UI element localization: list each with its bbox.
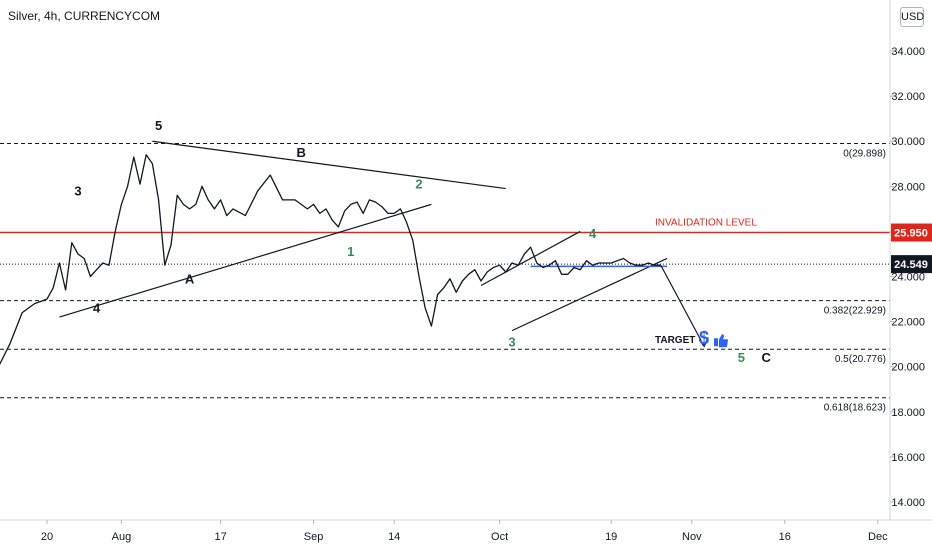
y-tick-label: 16.000 (891, 452, 925, 464)
wave-label-5: 5 (738, 350, 745, 365)
wave-label-4: 4 (93, 301, 101, 316)
y-tick-label: 14.000 (891, 497, 925, 509)
x-tick-label: Nov (682, 531, 702, 543)
wave-label-C: C (762, 350, 772, 365)
y-tick-label: 30.000 (891, 136, 925, 148)
x-tick-label: 20 (41, 531, 53, 543)
current-price-tag (891, 255, 932, 274)
wave-label-B: B (297, 145, 306, 160)
resistance-trendline (152, 140, 506, 190)
price-line-layer (0, 154, 661, 366)
annotation-layer: 0(29.898) 0.382(22.929) 0.5(20.776) 0.618(1… (74, 118, 886, 414)
invalidation-price-tag (891, 223, 932, 242)
wave-label-4: 4 (589, 226, 597, 241)
price-series-line (0, 154, 661, 366)
invalidation-label: INVALIDATION LEVEL (655, 218, 757, 229)
dollar-icon: $ (699, 328, 709, 348)
projection-arrow-head (698, 337, 709, 348)
support-trendline (59, 203, 432, 318)
wave-label-5: 5 (155, 118, 162, 133)
wave-label-A: A (185, 271, 195, 286)
y-tick-label: 34.000 (891, 46, 925, 58)
trendlines (59, 140, 709, 348)
y-tick-label: 28.000 (891, 181, 925, 193)
channel-upper-line (480, 230, 581, 287)
x-tick-label: 19 (605, 531, 617, 543)
fib-level-label: 0.5(20.776) (835, 354, 886, 365)
x-tick-label: Aug (112, 531, 132, 543)
fib-level-label: 0.618(18.623) (824, 403, 886, 414)
x-tick-label: 14 (388, 531, 400, 543)
y-tick-label: 22.000 (891, 317, 925, 329)
horizontal-levels (0, 143, 890, 399)
thumbs-up-icon (714, 334, 728, 348)
x-tick-label: Dec (868, 531, 888, 543)
x-tick-label: 16 (779, 531, 791, 543)
y-tick-label: 32.000 (891, 91, 925, 103)
current-price-label: 24.549 (894, 259, 928, 271)
invalidation-price-label: 25.950 (894, 228, 928, 240)
x-tick-label: Oct (491, 531, 508, 543)
wave-label-2: 2 (415, 177, 422, 192)
y-tick-label: 24.000 (891, 272, 925, 284)
wave-label-1: 1 (347, 244, 354, 259)
currency-button[interactable]: USD (900, 7, 924, 27)
x-tick-label: 17 (214, 531, 226, 543)
chart-title: Silver, 4h, CURRENCYCOM (8, 9, 161, 23)
wave-label-3: 3 (74, 183, 81, 198)
y-tick-label: 20.000 (891, 362, 925, 374)
projection-arrow-line (660, 264, 705, 347)
wave-label-3: 3 (508, 334, 515, 349)
y-tick-label: 18.000 (891, 407, 925, 419)
x-tick-label: Sep (304, 531, 324, 543)
fib-level-label: 0.382(22.929) (824, 306, 886, 317)
channel-lower-line (511, 257, 668, 332)
fib-level-label: 0(29.898) (843, 149, 886, 160)
target-label: TARGET (655, 335, 695, 346)
